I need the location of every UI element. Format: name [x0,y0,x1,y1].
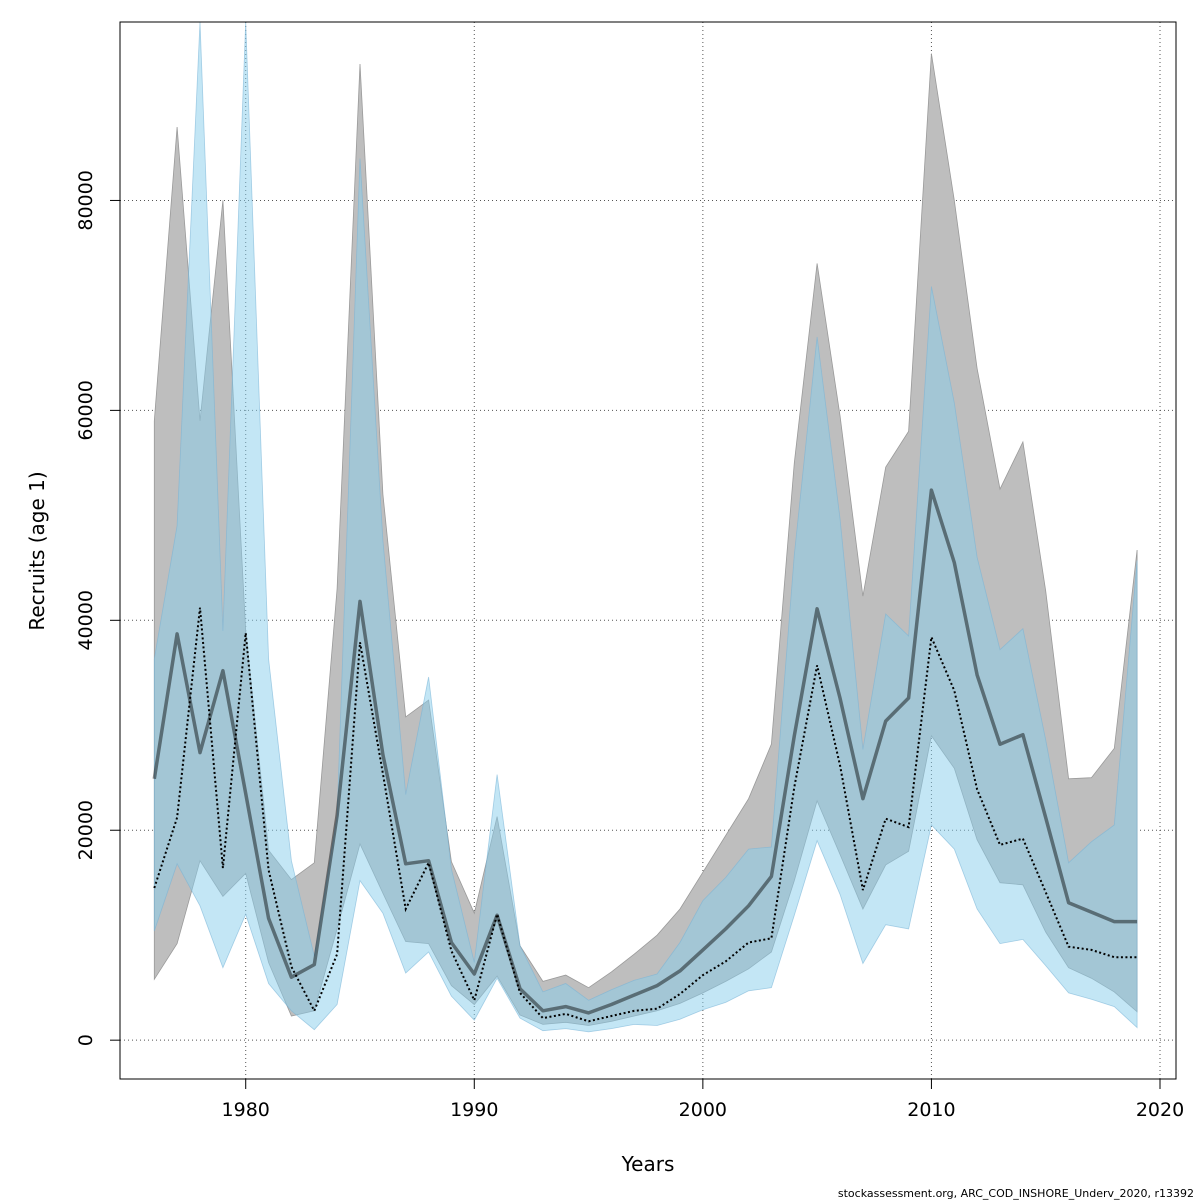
y-tick-label: 80000 [75,170,97,230]
y-axis: 0 20000 40000 60000 80000 [75,170,120,1046]
x-axis-title: Years [621,1152,675,1176]
plot-frame [119,21,1177,1080]
x-tick-label: 1980 [222,1099,270,1121]
y-tick-label: 0 [75,1034,97,1046]
y-tick-label: 60000 [75,380,97,440]
y-axis-title: Recruits (age 1) [25,471,49,630]
x-axis: 1980 1990 2000 2010 2020 [222,1079,1184,1121]
y-tick-label: 40000 [75,590,97,650]
x-tick-label: 2020 [1136,1099,1184,1121]
estimate-lines [152,488,1138,1023]
x-tick-label: 2000 [679,1099,727,1121]
x-tick-label: 2010 [907,1099,955,1121]
estimate-line-undervalued [153,607,1138,1023]
confidence-bands [153,22,1138,1033]
estimate-line-base [152,488,1138,1015]
confidence-band-undervalued [153,22,1138,1033]
x-tick-label: 1990 [450,1099,498,1121]
footer-credit: stockassessment.org, ARC_COD_INSHORE_Und… [838,1187,1194,1200]
y-tick-label: 20000 [75,800,97,860]
